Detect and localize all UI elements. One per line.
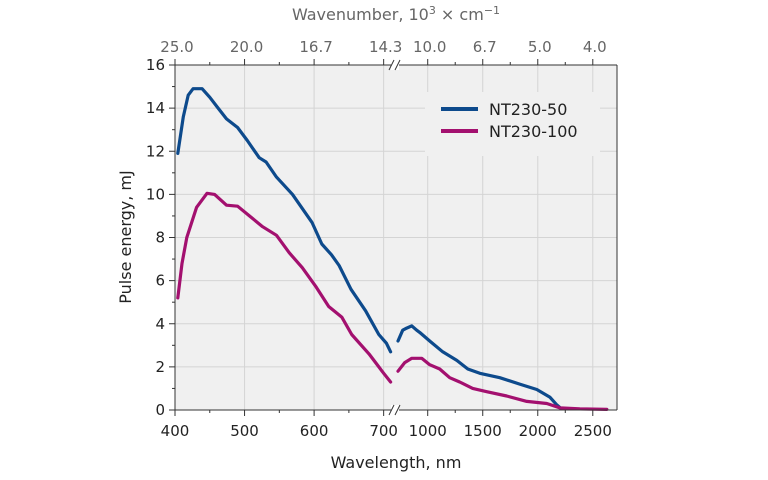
x-tick-label: 1000 [409, 422, 447, 440]
axis-break-mark [388, 59, 395, 71]
legend: NT230-50 NT230-100 [425, 92, 600, 156]
legend-background [425, 92, 600, 156]
series-line-nt230-100 [396, 356, 609, 411]
y-tick-label: 14 [146, 99, 165, 117]
top-x-tick-label: 14.3 [369, 38, 402, 56]
legend-label-nt230-100: NT230-100 [489, 122, 578, 141]
top-x-tick-label: 4.0 [583, 38, 607, 56]
axis-break-mark [394, 59, 401, 71]
y-tick-label: 2 [155, 358, 165, 376]
axes: 0 2 4 6 8 10 12 14 16 400 25.0 500 20.0 600 16.7 700 14.… [146, 38, 618, 440]
grid-lines [175, 65, 617, 410]
x-tick-label: 500 [230, 422, 259, 440]
axis-break-mark [394, 404, 401, 416]
top-x-tick-label: 16.7 [299, 38, 332, 56]
series-line-nt230-50 [396, 324, 566, 411]
x-tick-label: 2500 [574, 422, 612, 440]
top-x-tick-label: 6.7 [473, 38, 497, 56]
x-tick-label: 2000 [519, 422, 557, 440]
y-tick-label: 16 [146, 56, 165, 74]
y-tick-label: 10 [146, 185, 165, 203]
top-x-tick-label: 20.0 [230, 38, 263, 56]
y-tick-label: 8 [155, 229, 165, 247]
top-x-tick-label: 25.0 [160, 38, 193, 56]
x-tick-label: 1500 [464, 422, 502, 440]
top-x-axis-title: Wavenumber, 103 × cm−1 [292, 4, 500, 24]
legend-label-nt230-50: NT230-50 [489, 100, 567, 119]
series-line-nt230-100 [176, 191, 393, 384]
series-line-nt230-50 [176, 87, 393, 354]
x-axis-title: Wavelength, nm [331, 453, 462, 472]
y-tick-label: 0 [155, 401, 165, 419]
x-tick-label: 700 [369, 422, 398, 440]
series-lines [176, 87, 609, 411]
axis-break-gap [391, 60, 399, 70]
y-tick-label: 12 [146, 142, 165, 160]
y-tick-label: 4 [155, 315, 165, 333]
axis-break-gap [391, 405, 399, 415]
y-axis-title: Pulse energy, mJ [116, 170, 135, 303]
top-x-tick-label: 10.0 [413, 38, 446, 56]
y-tick-label: 6 [155, 272, 165, 290]
x-tick-label: 400 [161, 422, 190, 440]
axis-break-mark [388, 404, 395, 416]
x-tick-label: 600 [300, 422, 329, 440]
top-x-tick-label: 5.0 [528, 38, 552, 56]
